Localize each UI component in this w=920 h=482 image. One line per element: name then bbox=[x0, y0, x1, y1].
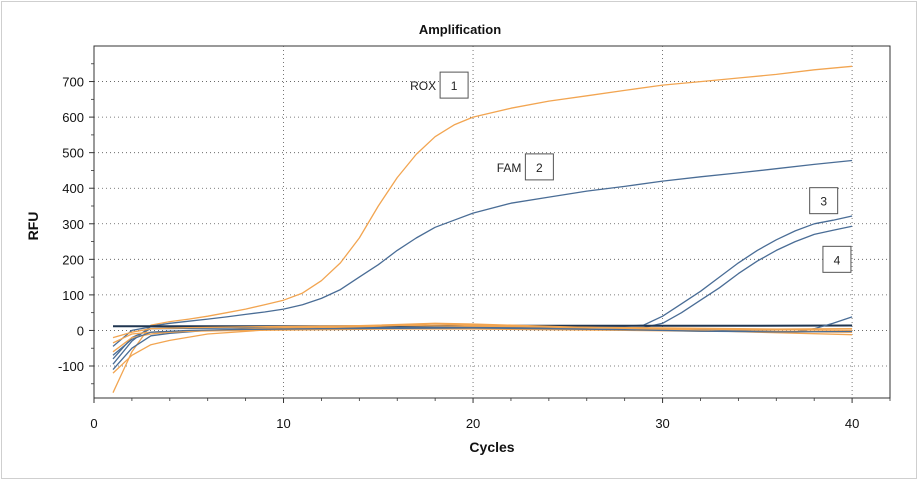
annotation-box bbox=[524, 153, 554, 181]
y-tick-label: 400 bbox=[62, 181, 84, 196]
y-tick-label: 500 bbox=[62, 146, 84, 161]
series-line-1 bbox=[112, 65, 853, 393]
y-tick-label: 200 bbox=[62, 252, 84, 267]
x-tick-label: 40 bbox=[845, 416, 859, 431]
annotation-box-number: 1 bbox=[451, 79, 458, 93]
plot-area-border bbox=[93, 45, 891, 399]
y-tick-label: 300 bbox=[62, 217, 84, 232]
series-line-9 bbox=[112, 324, 853, 339]
y-tick-label: 600 bbox=[62, 110, 84, 125]
annotation-box-number: 2 bbox=[536, 161, 543, 175]
annotation-box-number: 3 bbox=[820, 195, 827, 209]
y-tick-label: 100 bbox=[62, 288, 84, 303]
series-line-2 bbox=[112, 159, 853, 365]
x-tick-label: 30 bbox=[655, 416, 669, 431]
x-tick-label: 10 bbox=[276, 416, 290, 431]
x-axis-title: Cycles bbox=[469, 439, 514, 455]
y-tick-label: -100 bbox=[58, 359, 84, 374]
chart-title: Amplification bbox=[419, 22, 501, 37]
y-tick-label: 700 bbox=[62, 75, 84, 90]
annotation-label: ROX bbox=[410, 79, 436, 93]
annotation-box-number: 4 bbox=[834, 253, 841, 267]
y-axis-title: RFU bbox=[25, 212, 41, 241]
y-tick-label: 0 bbox=[77, 323, 84, 338]
x-tick-label: 0 bbox=[90, 416, 97, 431]
series-line-4 bbox=[112, 225, 853, 360]
series-line-11 bbox=[112, 327, 853, 356]
annotation-box bbox=[809, 187, 839, 215]
x-tick-label: 20 bbox=[466, 416, 480, 431]
annotation-box bbox=[439, 71, 469, 99]
annotation-box bbox=[822, 245, 852, 273]
annotation-label: FAM bbox=[497, 161, 522, 175]
